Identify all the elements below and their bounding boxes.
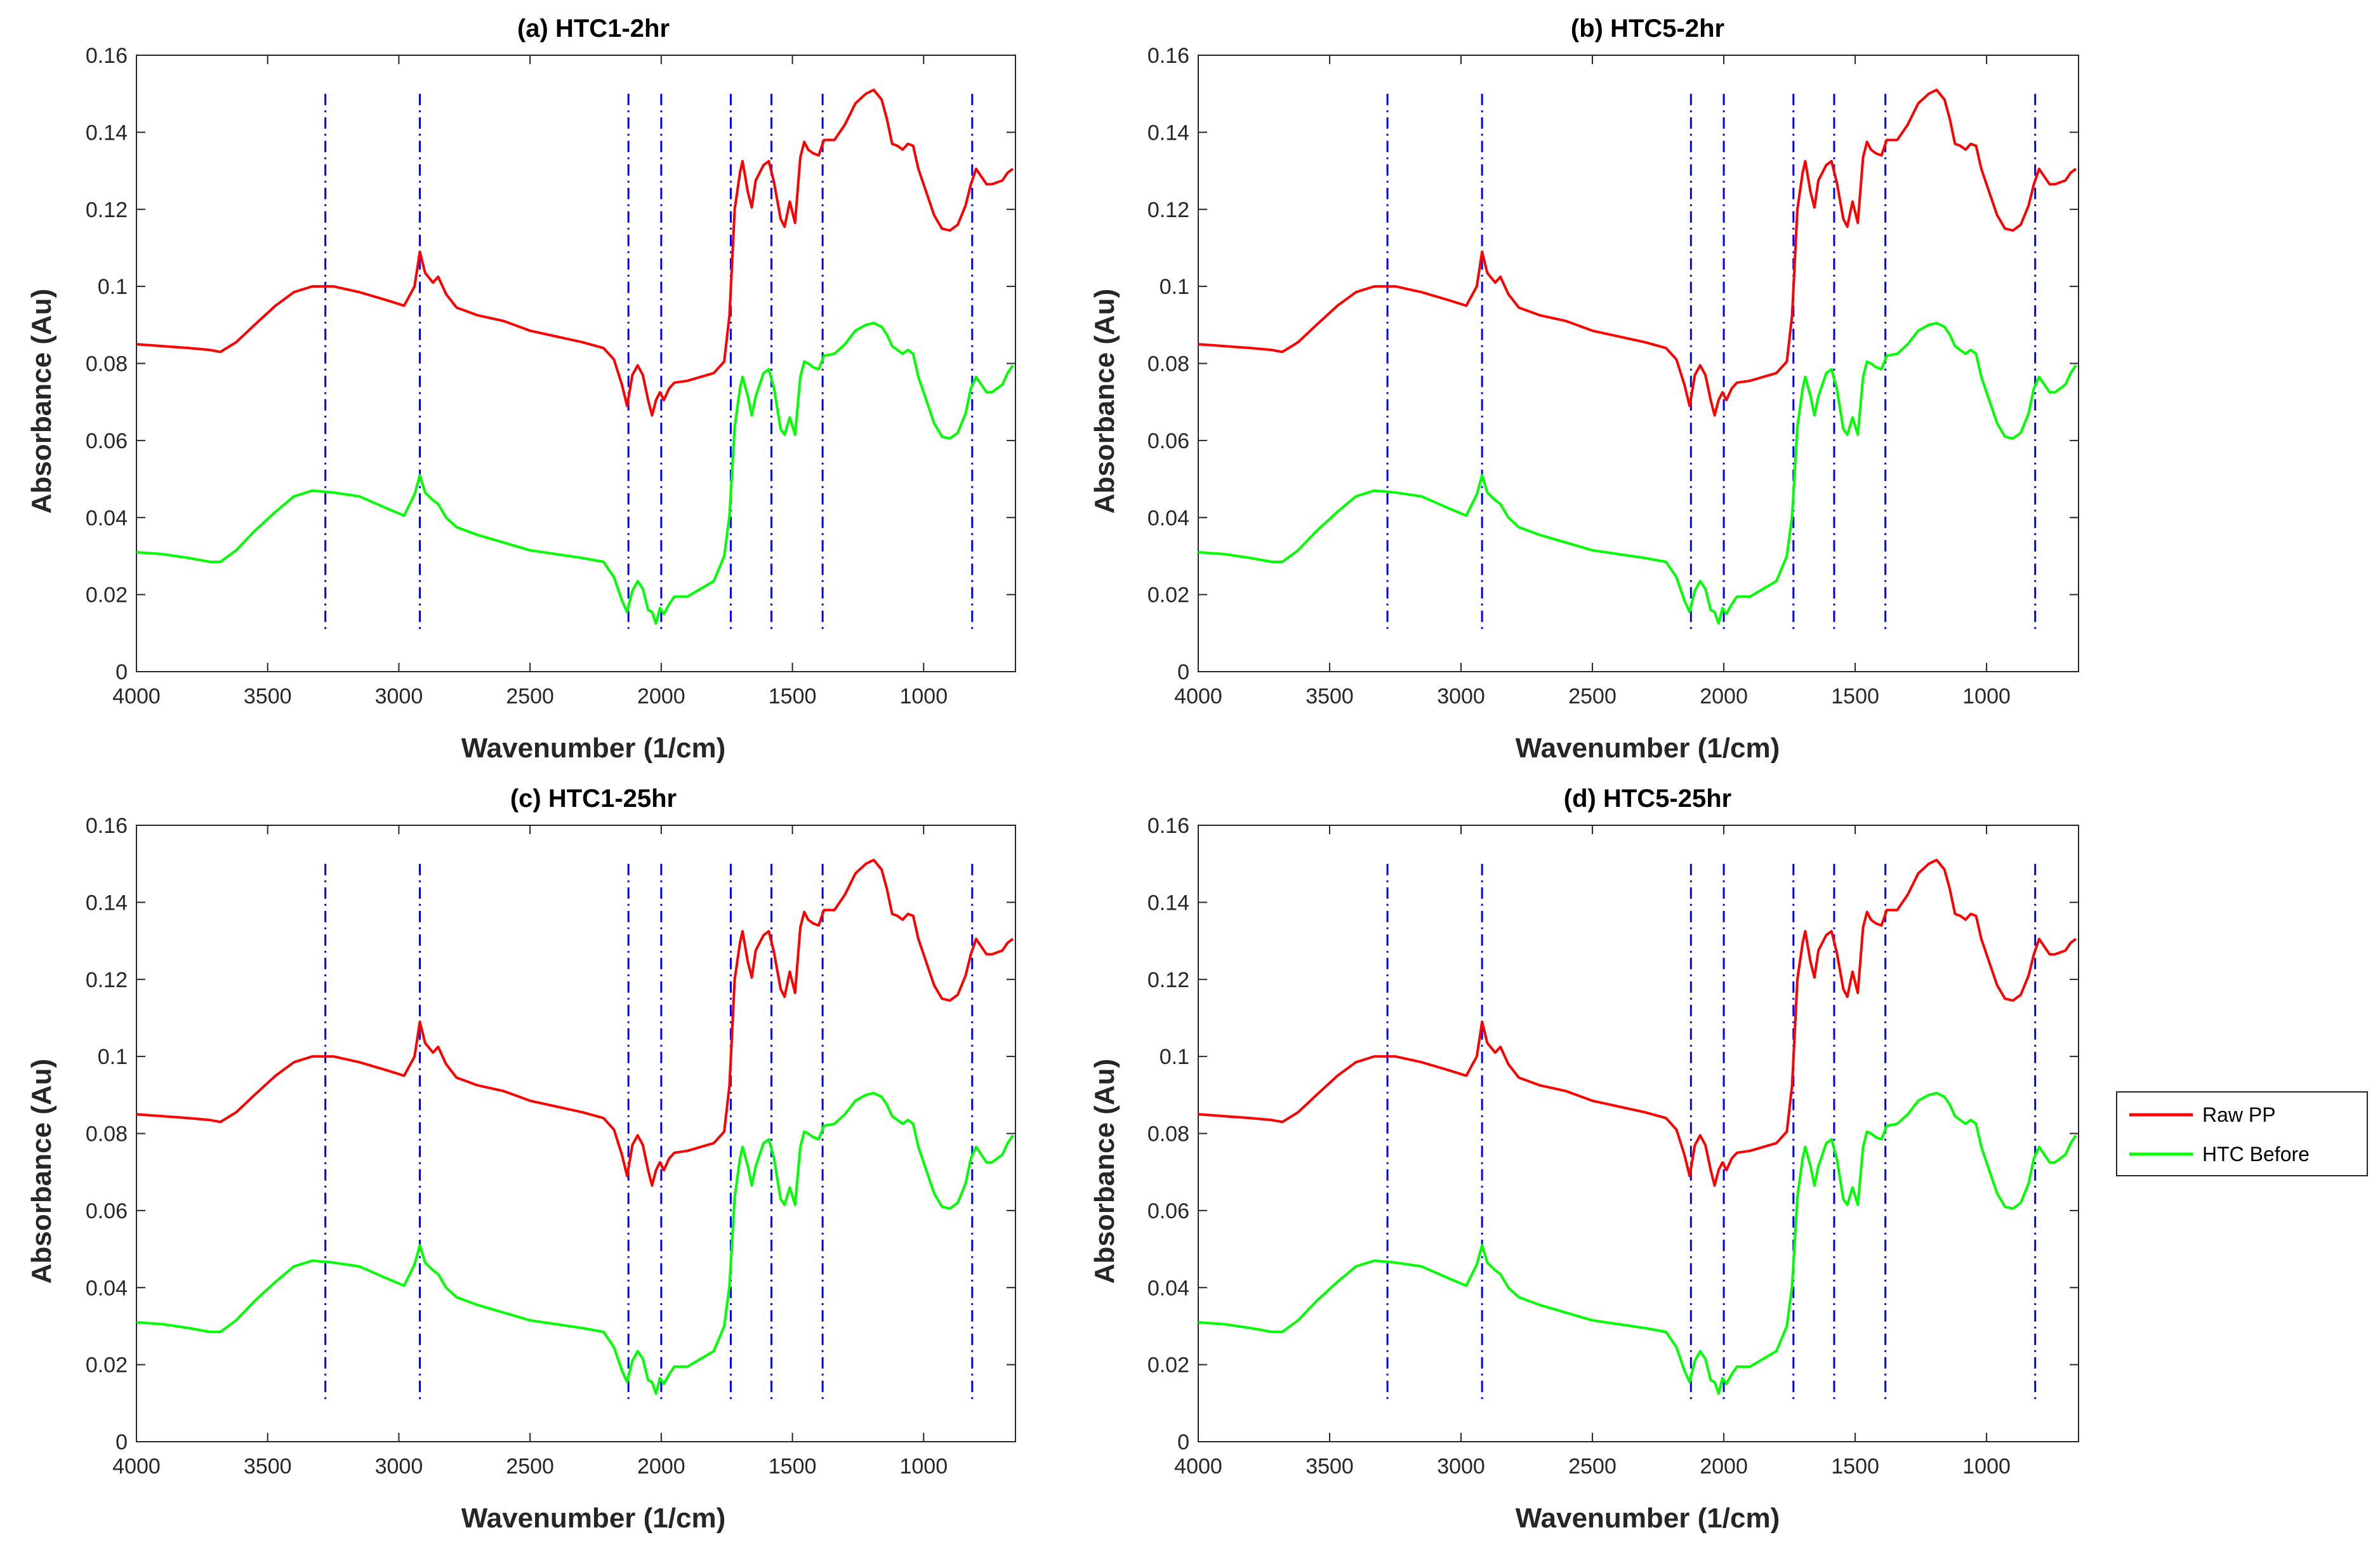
panel-title: (c) HTC1-25hr <box>510 785 677 813</box>
x-tick-label: 3000 <box>375 684 423 708</box>
x-tick-label: 1000 <box>899 1454 948 1479</box>
y-tick-label: 0.02 <box>86 583 128 608</box>
x-tick-label: 3500 <box>244 1454 292 1479</box>
subplot-c: (c) HTC1-25hr Wavenumber (1/cm) Absorban… <box>26 785 1015 1534</box>
x-tick-label: 4000 <box>112 684 161 708</box>
y-tick-label: 0.14 <box>1147 121 1189 145</box>
y-tick-label: 0.1 <box>98 1045 128 1069</box>
y-tick-label: 0.1 <box>98 275 128 299</box>
x-tick-label: 3000 <box>1437 1454 1485 1479</box>
y-axis-label: Absorbance (Au) <box>1089 289 1120 514</box>
y-tick-label: 0.06 <box>1147 429 1189 453</box>
y-tick-label: 0.08 <box>1147 1122 1189 1147</box>
y-tick-label: 0.06 <box>86 1199 128 1223</box>
y-tick-label: 0.04 <box>86 506 128 530</box>
y-tick-label: 0.1 <box>1160 1045 1189 1069</box>
x-tick-label: 4000 <box>1174 684 1222 708</box>
panel-title: (d) HTC5-25hr <box>1564 785 1731 813</box>
y-tick-label: 0.16 <box>1147 44 1189 68</box>
x-tick-label: 4000 <box>1174 1454 1222 1479</box>
x-tick-label: 3000 <box>1437 684 1485 708</box>
x-tick-label: 2000 <box>1700 1454 1748 1479</box>
y-tick-label: 0.06 <box>86 429 128 453</box>
x-tick-label: 2500 <box>1568 684 1616 708</box>
y-tick-label: 0.02 <box>86 1353 128 1378</box>
y-tick-label: 0.04 <box>1147 506 1189 530</box>
x-tick-label: 1500 <box>769 1454 817 1479</box>
x-tick-label: 1000 <box>899 684 948 708</box>
y-tick-label: 0 <box>116 1430 128 1454</box>
x-tick-label: 2500 <box>506 684 554 708</box>
panel-title: (a) HTC1-2hr <box>517 15 670 43</box>
y-tick-label: 0.04 <box>86 1276 128 1300</box>
y-tick-label: 0.12 <box>1147 968 1189 992</box>
panel-title: (b) HTC5-2hr <box>1571 15 1724 43</box>
x-tick-label: 3500 <box>1306 1454 1354 1479</box>
plot-area <box>136 825 1015 1442</box>
x-axis-label: Wavenumber (1/cm) <box>1516 733 1780 764</box>
legend: Raw PP HTC Before <box>2117 1092 2367 1176</box>
x-tick-label: 3000 <box>375 1454 423 1479</box>
x-tick-label: 1500 <box>1831 1454 1879 1479</box>
x-axis-label: Wavenumber (1/cm) <box>461 1503 725 1534</box>
subplot-d: (d) HTC5-25hr Wavenumber (1/cm) Absorban… <box>1089 785 2079 1534</box>
x-tick-label: 3500 <box>244 684 292 708</box>
y-tick-label: 0 <box>1177 660 1189 684</box>
plot-area <box>1198 55 2079 672</box>
y-tick-label: 0 <box>116 660 128 684</box>
x-axis-label: Wavenumber (1/cm) <box>461 733 725 764</box>
y-tick-label: 0.1 <box>1160 275 1189 299</box>
y-tick-label: 0.16 <box>86 814 128 838</box>
y-tick-label: 0.12 <box>86 198 128 222</box>
y-tick-label: 0.14 <box>1147 891 1189 915</box>
x-tick-label: 2500 <box>1568 1454 1616 1479</box>
y-axis-label: Absorbance (Au) <box>26 1059 57 1284</box>
y-axis-label: Absorbance (Au) <box>1089 1059 1120 1284</box>
x-tick-label: 2000 <box>637 1454 685 1479</box>
x-tick-label: 2000 <box>1700 684 1748 708</box>
subplot-a: (a) HTC1-2hr Wavenumber (1/cm) Absorbanc… <box>26 15 1015 764</box>
y-tick-label: 0.14 <box>86 121 128 145</box>
y-tick-label: 0.04 <box>1147 1276 1189 1300</box>
y-tick-label: 0.12 <box>1147 198 1189 222</box>
y-tick-label: 0.02 <box>1147 583 1189 608</box>
subplot-b: (b) HTC5-2hr Wavenumber (1/cm) Absorbanc… <box>1089 15 2079 764</box>
y-tick-label: 0 <box>1177 1430 1189 1454</box>
legend-label-raw-pp: Raw PP <box>2202 1103 2276 1126</box>
x-tick-label: 1500 <box>1831 684 1879 708</box>
x-tick-label: 1000 <box>1962 684 2011 708</box>
x-tick-label: 2000 <box>637 684 685 708</box>
plot-area <box>1198 825 2079 1442</box>
y-tick-label: 0.06 <box>1147 1199 1189 1223</box>
plot-area <box>136 55 1015 672</box>
y-tick-label: 0.16 <box>86 44 128 68</box>
legend-label-htc-before: HTC Before <box>2202 1143 2310 1166</box>
y-tick-label: 0.08 <box>1147 352 1189 376</box>
y-tick-label: 0.14 <box>86 891 128 915</box>
x-axis-label: Wavenumber (1/cm) <box>1516 1503 1780 1534</box>
y-tick-label: 0.12 <box>86 968 128 992</box>
x-tick-label: 4000 <box>112 1454 161 1479</box>
x-tick-label: 3500 <box>1306 684 1354 708</box>
y-tick-label: 0.02 <box>1147 1353 1189 1378</box>
x-tick-label: 2500 <box>506 1454 554 1479</box>
y-tick-label: 0.08 <box>86 1122 128 1147</box>
y-tick-label: 0.08 <box>86 352 128 376</box>
y-axis-label: Absorbance (Au) <box>26 289 57 514</box>
x-tick-label: 1000 <box>1962 1454 2011 1479</box>
y-tick-label: 0.16 <box>1147 814 1189 838</box>
x-tick-label: 1500 <box>769 684 817 708</box>
